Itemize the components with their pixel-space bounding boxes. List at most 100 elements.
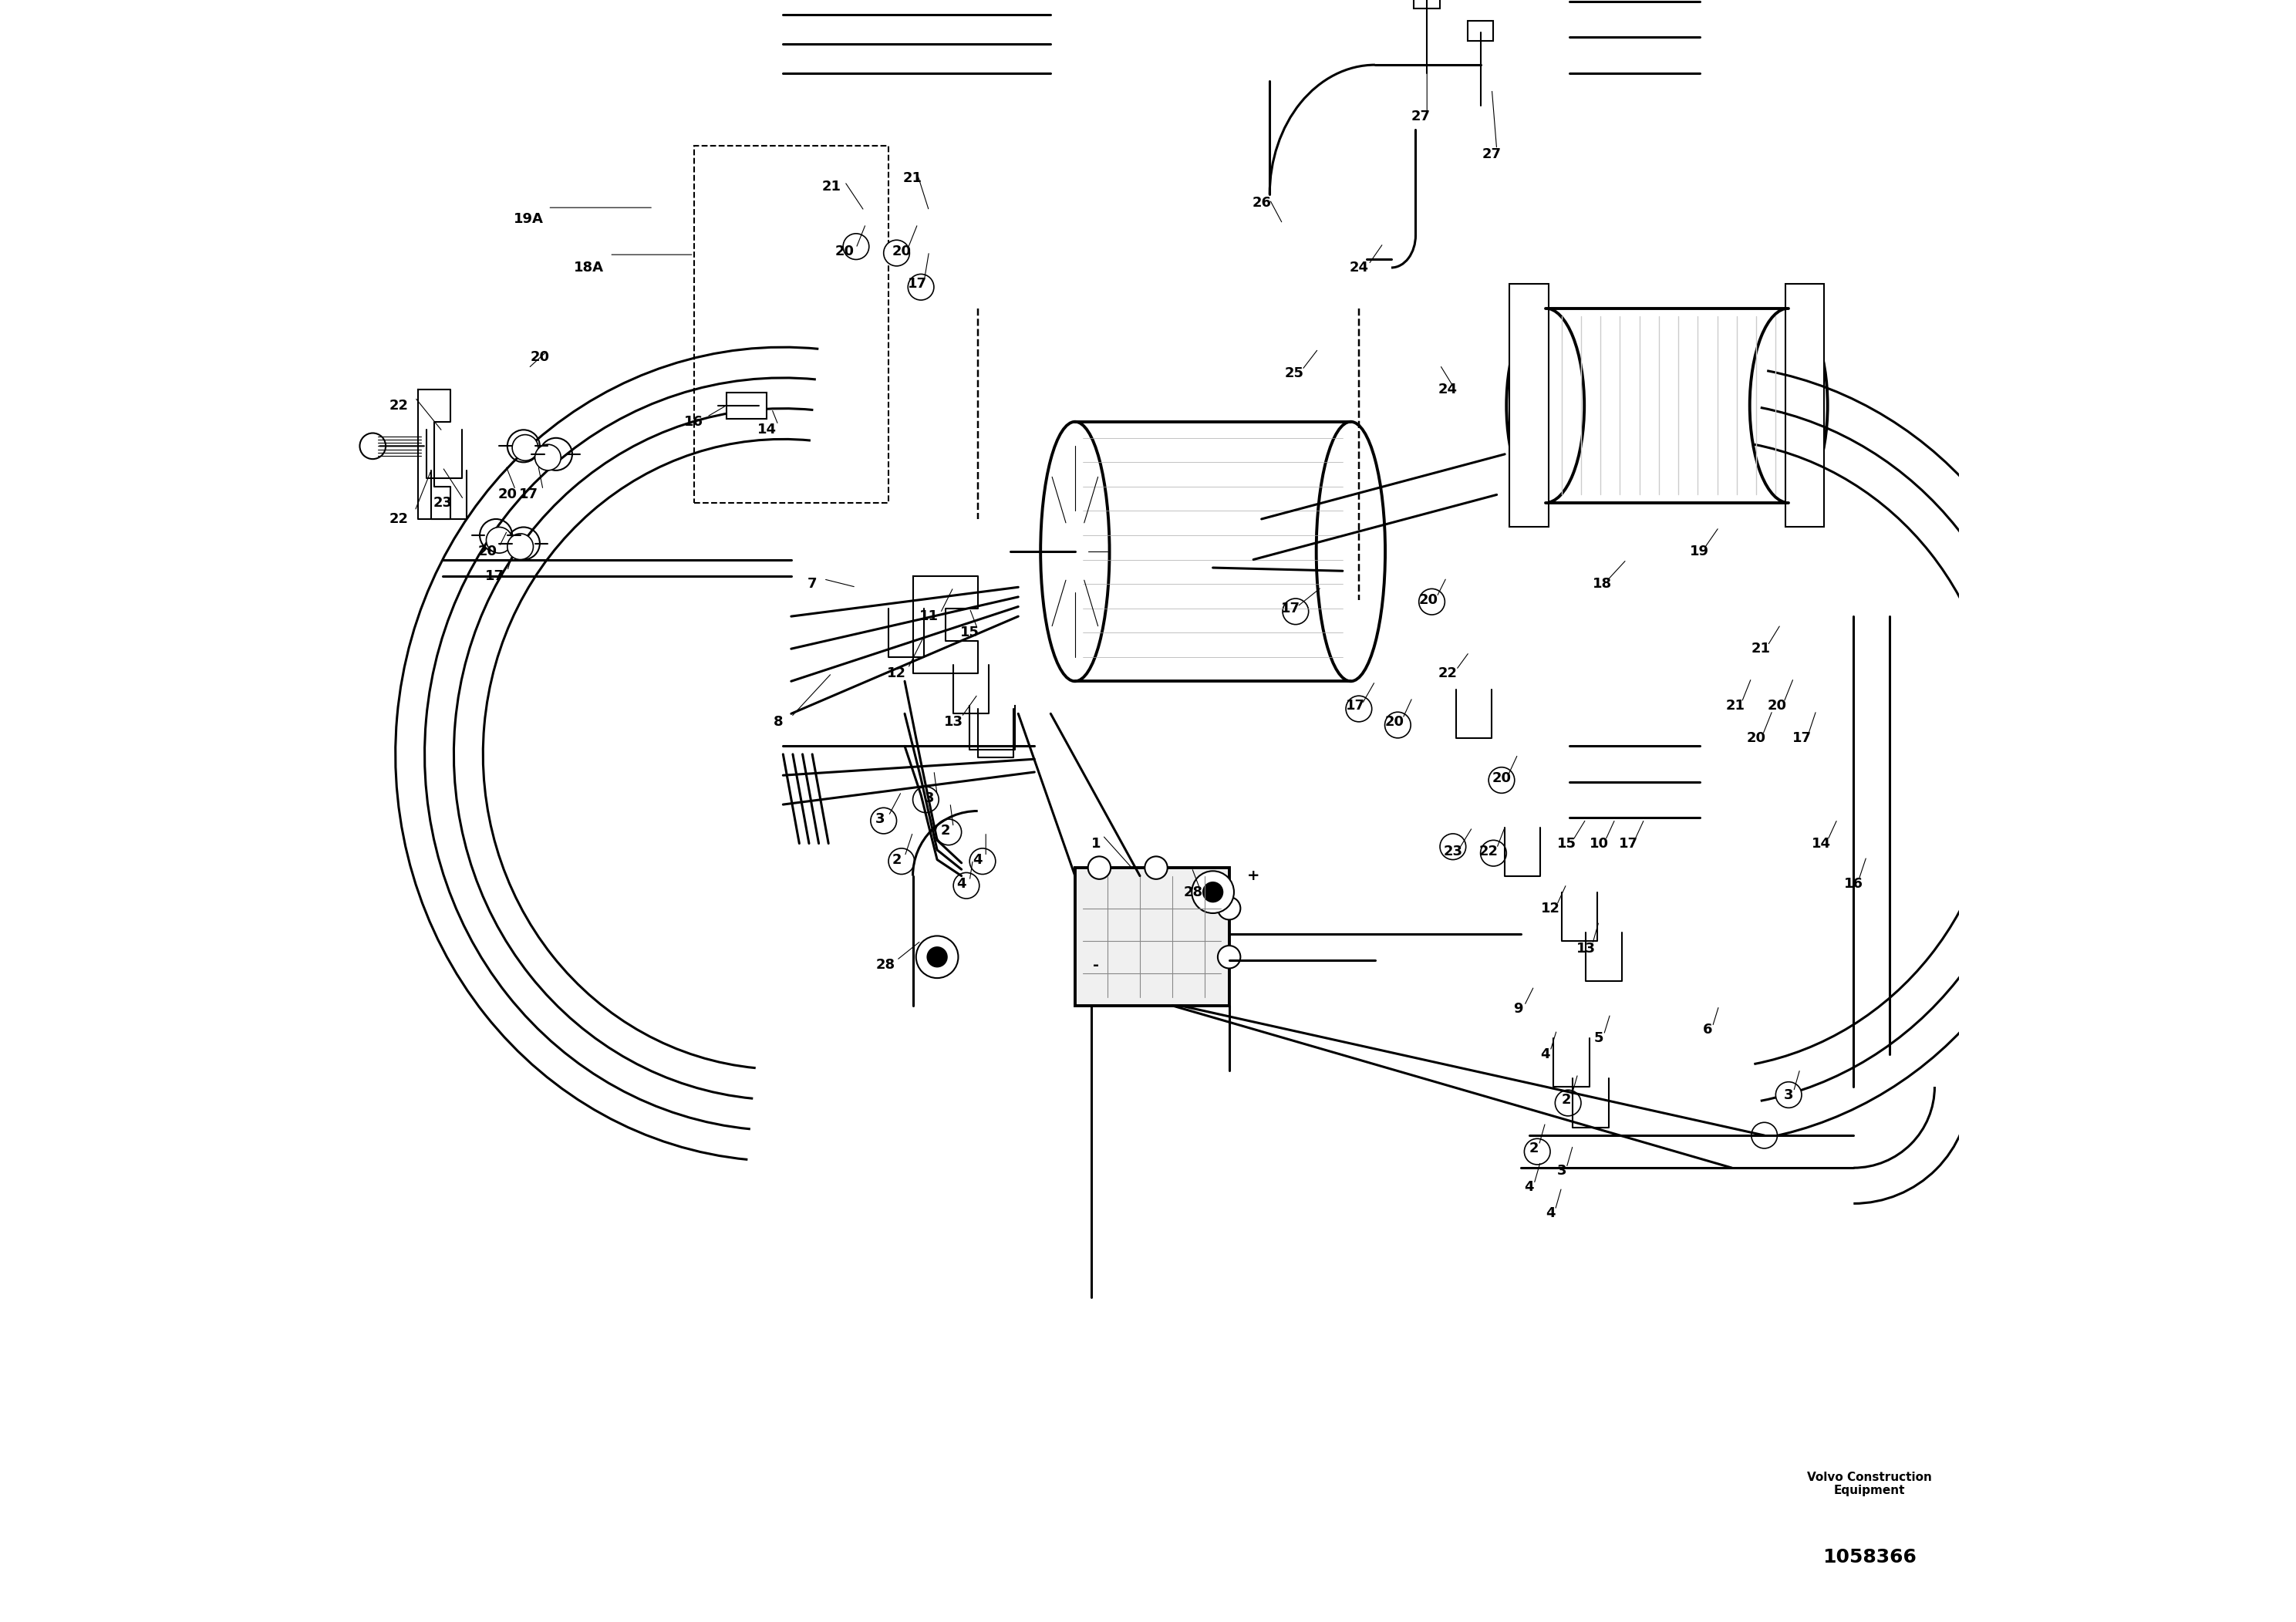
Text: 17: 17 [1345,699,1366,712]
Text: 16: 16 [1844,878,1862,890]
Text: 13: 13 [944,715,962,728]
Text: 17: 17 [519,488,537,501]
Text: 12: 12 [1541,902,1559,915]
Circle shape [1283,599,1309,624]
Text: 19A: 19A [514,212,544,225]
Text: 10: 10 [1589,837,1609,850]
Circle shape [1192,871,1233,913]
Text: 21: 21 [1752,642,1770,655]
Text: 27: 27 [1483,148,1502,161]
Text: 21: 21 [902,172,923,185]
Circle shape [969,848,996,874]
Text: 2: 2 [1561,1093,1570,1106]
Circle shape [507,534,533,560]
Circle shape [1440,834,1465,860]
Ellipse shape [1506,308,1584,503]
Circle shape [512,435,537,461]
Text: 7: 7 [808,577,817,590]
Text: 28: 28 [875,959,895,972]
Text: 11: 11 [918,610,939,623]
Text: 2: 2 [1529,1142,1538,1155]
Text: 21: 21 [822,180,840,193]
Text: 12: 12 [886,667,907,680]
Text: 18A: 18A [574,261,604,274]
Bar [1414,0,1440,8]
Circle shape [843,234,868,260]
Text: 6: 6 [1704,1023,1713,1036]
Text: 15: 15 [960,626,978,639]
Text: 22: 22 [388,399,409,412]
Text: 17: 17 [484,569,505,582]
Text: 4: 4 [1525,1181,1534,1194]
Circle shape [1525,1139,1550,1165]
Text: 2: 2 [941,824,951,837]
Text: Volvo Construction
Equipment: Volvo Construction Equipment [1807,1471,1933,1497]
Circle shape [487,527,512,553]
Text: 1058366: 1058366 [1823,1547,1917,1567]
Text: 20: 20 [1492,772,1511,785]
Text: 20: 20 [836,245,854,258]
Text: 15: 15 [1557,837,1575,850]
Text: 3: 3 [925,792,934,805]
Text: 20: 20 [1768,699,1786,712]
Text: 28: 28 [1185,886,1203,899]
Text: 16: 16 [684,415,703,428]
Text: 25: 25 [1283,367,1304,380]
Text: 4: 4 [974,853,983,866]
Text: 20: 20 [1747,732,1766,744]
Text: 1: 1 [1091,837,1100,850]
Circle shape [928,947,948,967]
Ellipse shape [1750,308,1828,503]
Circle shape [1217,946,1240,968]
Bar [726,393,767,418]
Bar [693,146,889,503]
Circle shape [1384,712,1410,738]
Text: 26: 26 [1251,196,1272,209]
Circle shape [953,873,980,899]
Circle shape [1217,897,1240,920]
Circle shape [934,819,962,845]
Text: 27: 27 [1410,110,1430,123]
Text: 20: 20 [891,245,912,258]
Text: 20: 20 [530,350,549,363]
Bar [1511,284,1548,527]
Text: 3: 3 [875,813,886,826]
Circle shape [1752,1122,1777,1148]
Circle shape [870,808,898,834]
Circle shape [1481,840,1506,866]
Circle shape [889,848,914,874]
Text: 14: 14 [758,423,776,436]
Circle shape [1488,767,1515,793]
Text: 17: 17 [1281,602,1300,615]
Text: 23: 23 [1444,845,1463,858]
Text: 20: 20 [1419,594,1437,607]
Text: 3: 3 [1784,1088,1793,1101]
Circle shape [1419,589,1444,615]
Circle shape [916,936,957,978]
Text: 3: 3 [1557,1165,1566,1178]
Text: 4: 4 [1541,1048,1550,1061]
Text: 5: 5 [1593,1032,1603,1045]
Circle shape [535,444,560,470]
Circle shape [1554,1090,1582,1116]
Text: 23: 23 [434,496,452,509]
Text: 22: 22 [1479,845,1499,858]
Text: 2: 2 [891,853,902,866]
Text: 4: 4 [957,878,967,890]
Circle shape [914,787,939,813]
Text: 17: 17 [1791,732,1812,744]
Text: 17: 17 [1619,837,1637,850]
Circle shape [1088,856,1111,879]
Text: 8: 8 [774,715,783,728]
Text: 17: 17 [907,277,928,290]
Bar [1075,868,1228,1006]
Text: 20: 20 [1384,715,1405,728]
Text: 24: 24 [1350,261,1368,274]
Ellipse shape [1316,422,1384,681]
Text: 24: 24 [1437,383,1458,396]
Text: 20: 20 [498,488,517,501]
Text: 13: 13 [1577,942,1596,955]
Circle shape [1345,696,1371,722]
Text: 4: 4 [1545,1207,1554,1220]
Text: 18: 18 [1593,577,1612,590]
